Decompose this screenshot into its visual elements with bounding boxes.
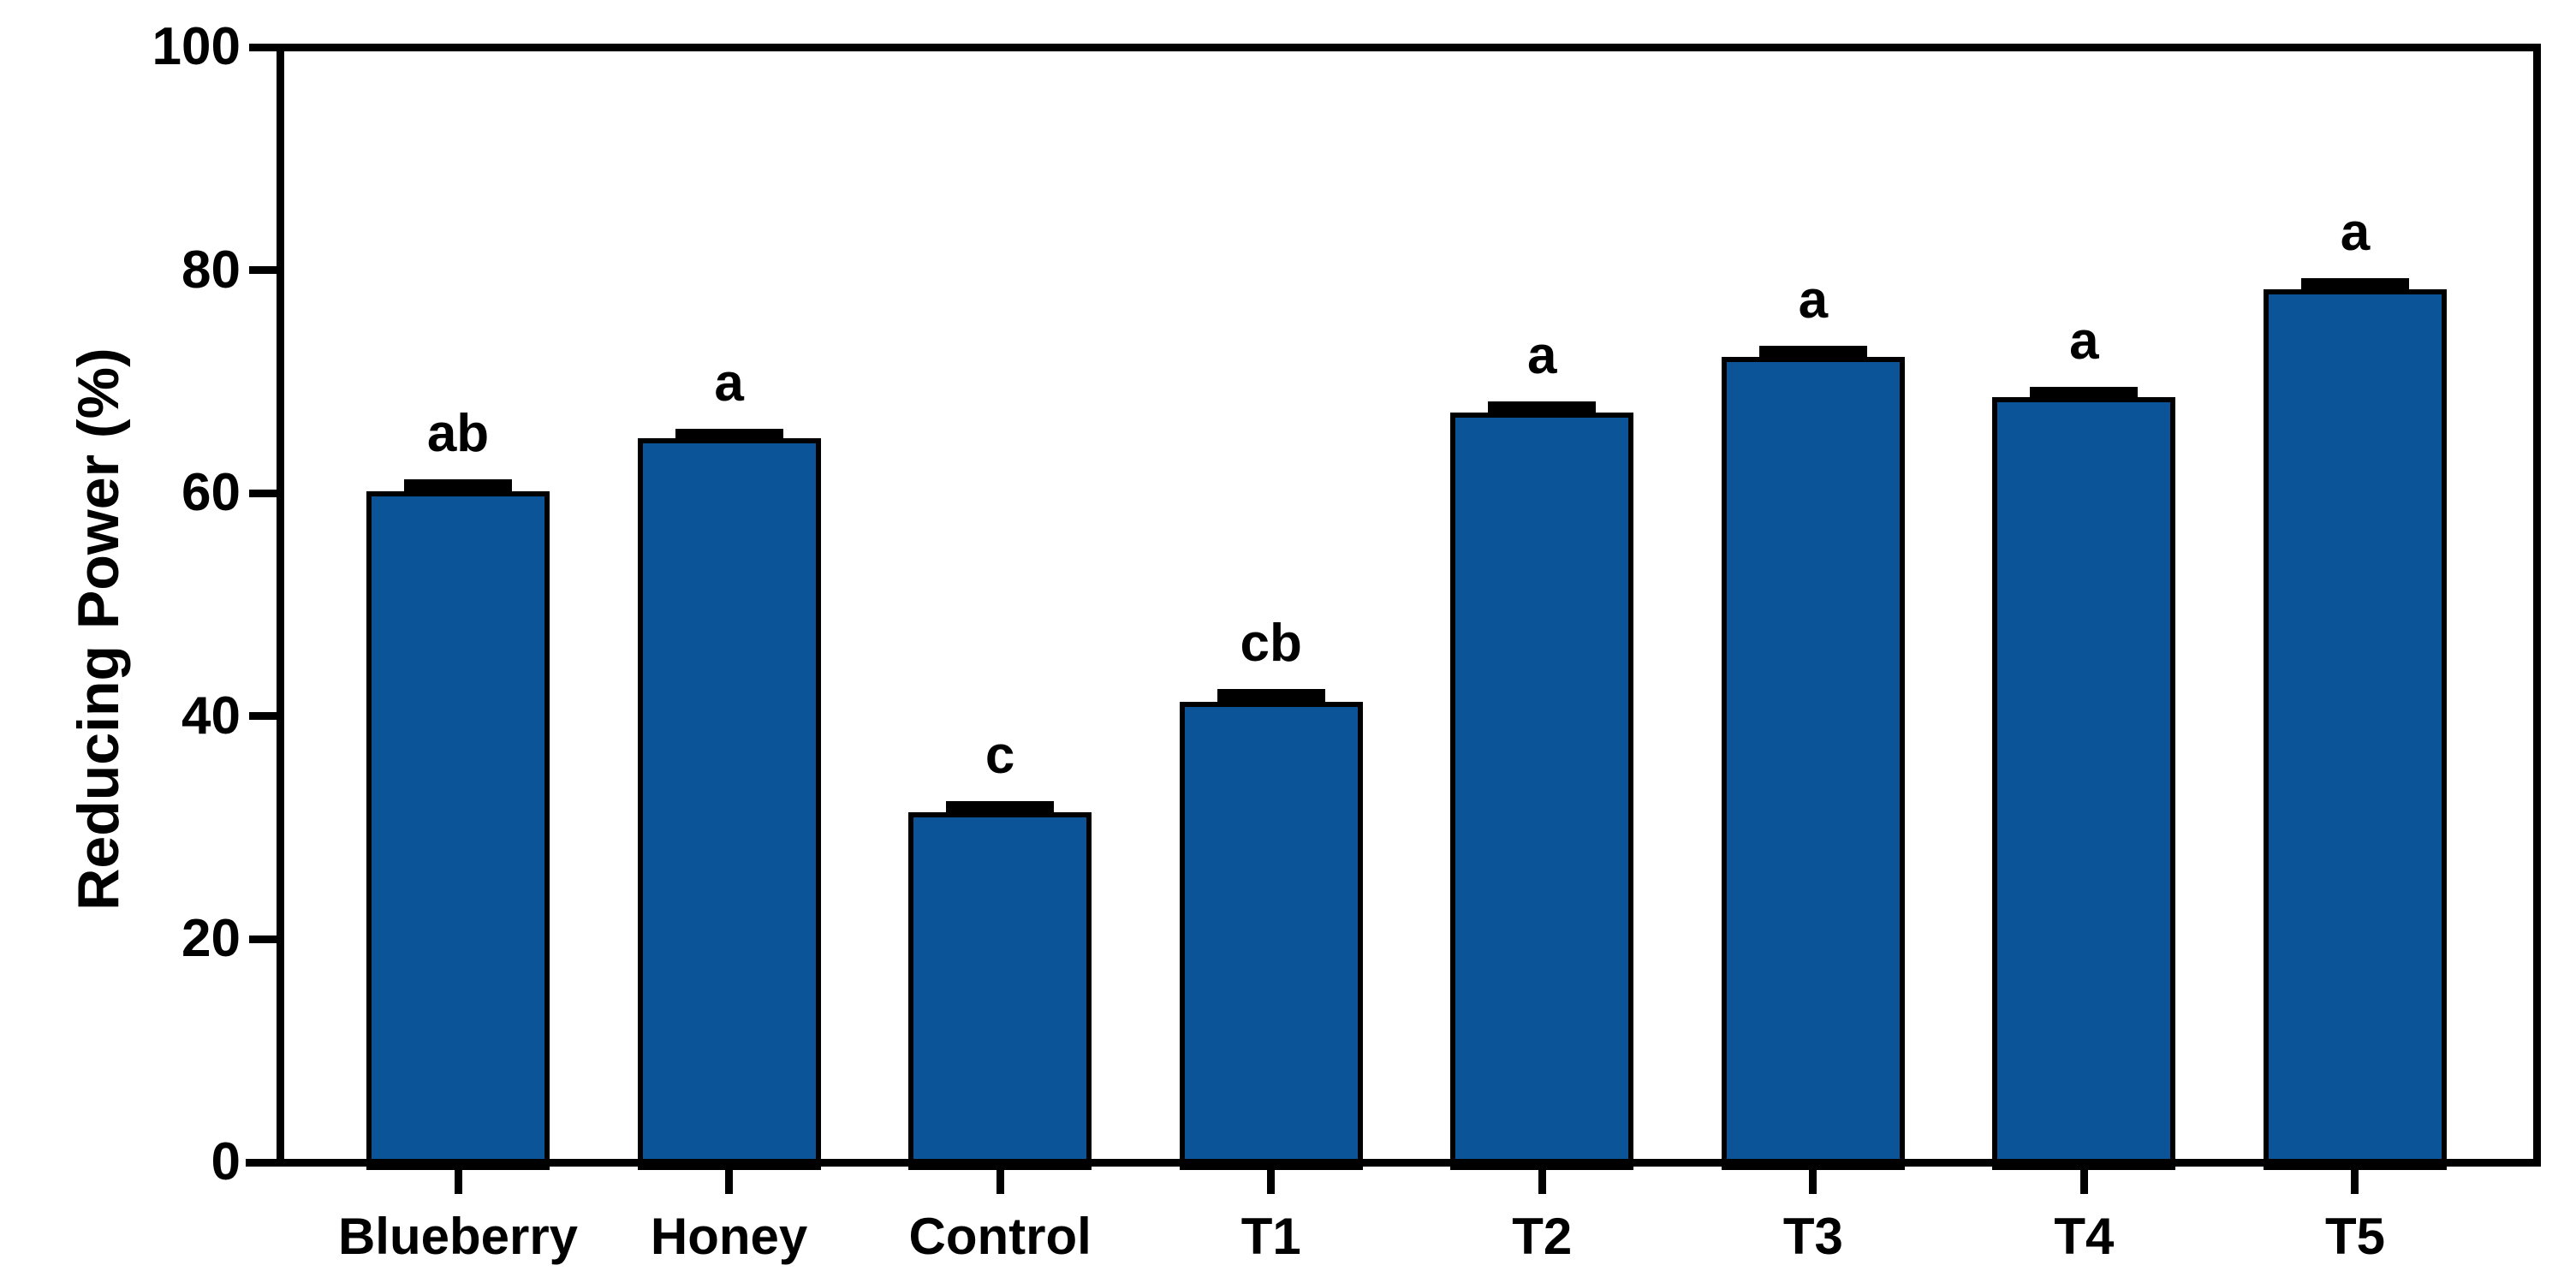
x-tick-t5 [2351, 1162, 2359, 1194]
y-tick-20 [249, 935, 280, 943]
x-tick-honey [725, 1162, 734, 1194]
y-tick-label-100: 100 [152, 17, 241, 76]
x-tick-label-t1: T1 [1240, 1208, 1301, 1265]
y-tick-label-20: 20 [181, 909, 241, 969]
x-tick-t4 [2079, 1162, 2088, 1194]
bar-t1 [1179, 701, 1363, 1170]
y-axis-title: Reducing Power (%) [66, 347, 131, 911]
bar-t5 [2263, 288, 2447, 1170]
error-bar-cap-control [946, 800, 1055, 816]
error-bar-cap-t4 [2030, 387, 2139, 402]
axis-spine-left [276, 43, 284, 1167]
y-tick-label-80: 80 [181, 240, 241, 300]
y-tick-80 [249, 266, 280, 275]
x-tick-t3 [1809, 1162, 1817, 1194]
error-bar-cap-t5 [2300, 277, 2409, 293]
x-tick-label-t5: T5 [2324, 1208, 2385, 1265]
error-bar-cap-t1 [1217, 689, 1325, 704]
x-tick-control [996, 1162, 1004, 1194]
significance-letter-t4: a [2069, 312, 2099, 371]
y-tick-60 [249, 489, 280, 497]
x-tick-t1 [1267, 1162, 1276, 1194]
error-bar-cap-honey [675, 428, 783, 443]
significance-letter-t1: cb [1240, 614, 1302, 674]
error-bar-cap-t3 [1758, 346, 1867, 361]
x-tick-label-honey: Honey [650, 1208, 808, 1265]
axis-spine-right [2532, 43, 2541, 1167]
error-bar-cap-t2 [1488, 401, 1597, 417]
y-tick-label-0: 0 [211, 1132, 241, 1191]
significance-letter-blueberry: ab [426, 404, 490, 464]
x-tick-label-t3: T3 [1782, 1208, 1843, 1265]
significance-letter-honey: a [714, 353, 744, 413]
x-tick-label-t4: T4 [2054, 1208, 2115, 1265]
axis-spine-bottom [245, 1158, 2541, 1167]
x-tick-label-control: Control [908, 1208, 1092, 1265]
significance-letter-control: c [985, 725, 1015, 785]
significance-letter-t5: a [2340, 202, 2371, 262]
bar-control [908, 811, 1092, 1170]
y-tick-label-60: 60 [181, 463, 241, 523]
bar-t4 [1992, 397, 2176, 1170]
y-tick-100 [249, 43, 280, 51]
axis-spine-top [276, 43, 2541, 51]
y-tick-40 [249, 712, 280, 721]
significance-letter-t3: a [1798, 270, 1829, 330]
x-tick-blueberry [454, 1162, 462, 1194]
x-tick-label-blueberry: Blueberry [337, 1208, 579, 1265]
x-tick-label-t2: T2 [1512, 1208, 1573, 1265]
bar-honey [637, 438, 821, 1170]
error-bar-cap-blueberry [404, 479, 512, 495]
x-tick-t2 [1538, 1162, 1546, 1194]
bar-t3 [1721, 357, 1905, 1170]
significance-letter-t2: a [1527, 326, 1557, 386]
bar-blueberry [366, 490, 550, 1170]
bar-t2 [1450, 413, 1634, 1170]
y-tick-label-40: 40 [181, 686, 241, 745]
